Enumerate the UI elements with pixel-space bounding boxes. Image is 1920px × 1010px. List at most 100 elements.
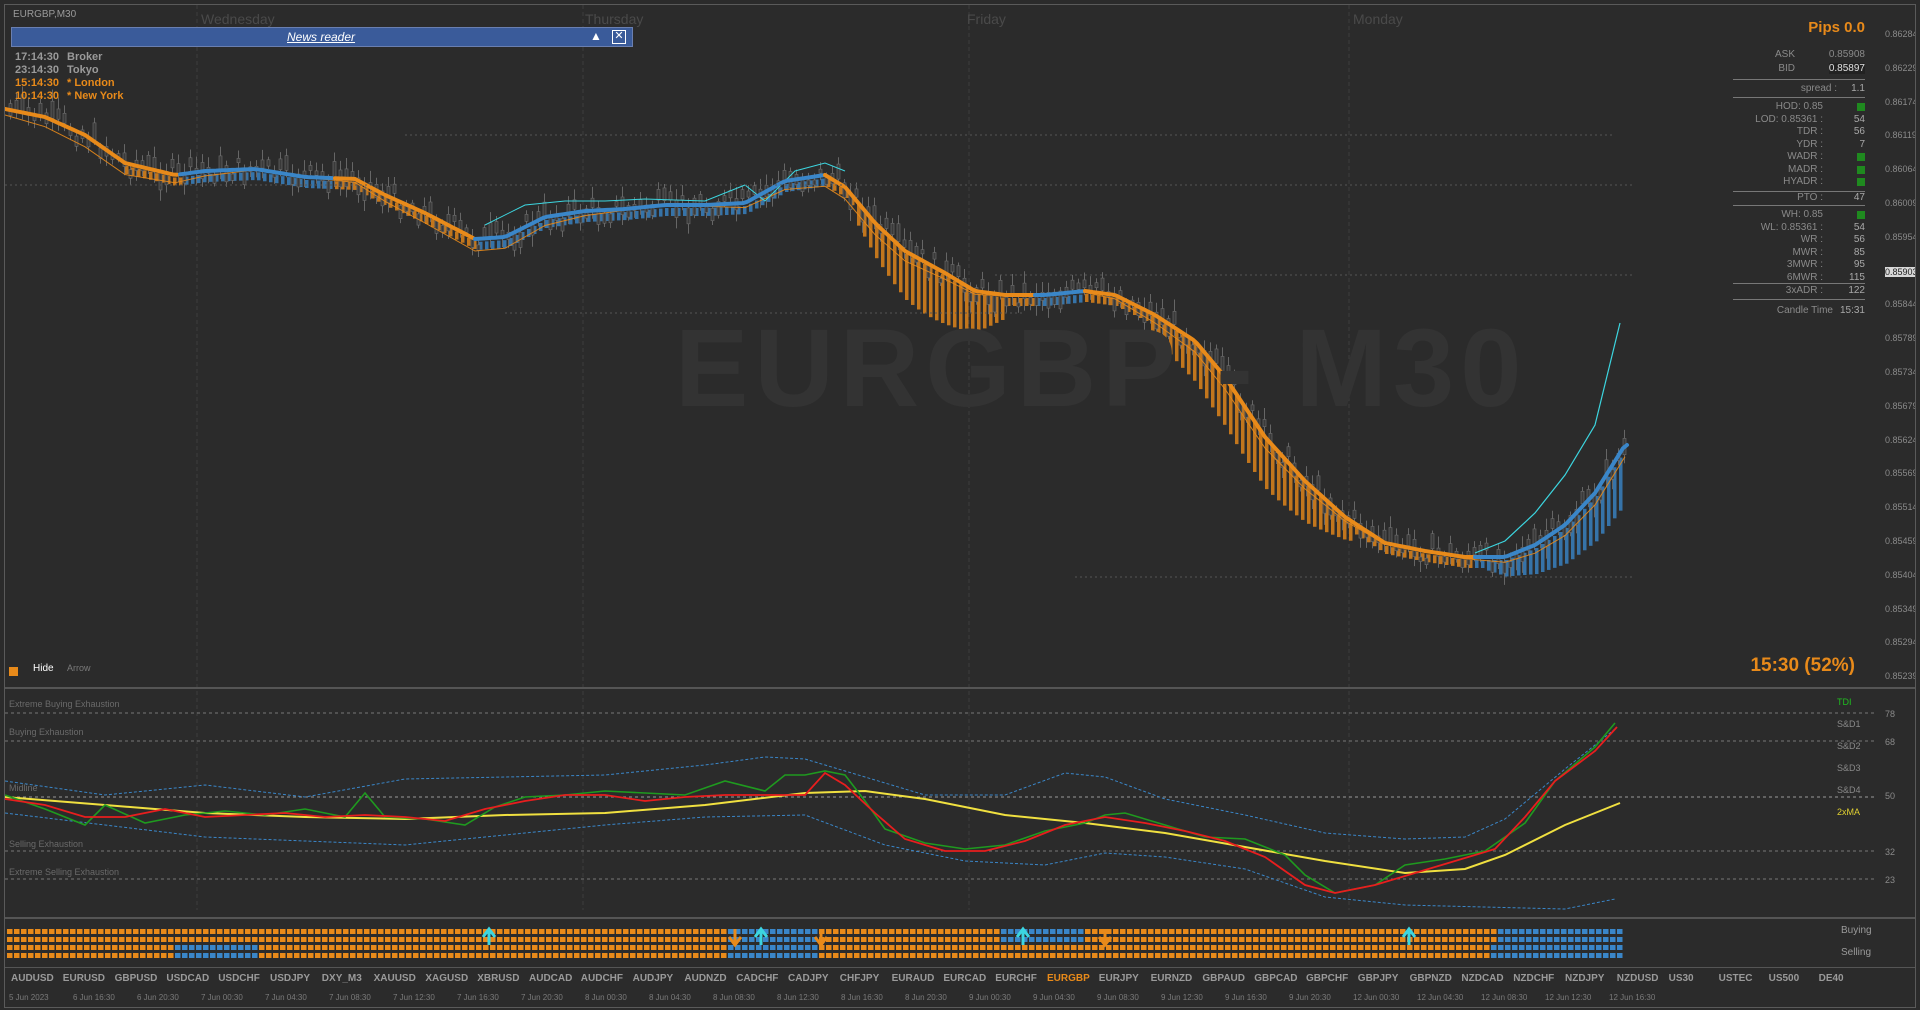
symbol-tab[interactable]: EURJPY [1098,973,1139,984]
histogram-bar [1565,528,1569,564]
signal-cell [1386,953,1392,958]
symbol-tab[interactable]: EURUSD [62,973,106,984]
symbol-tab[interactable]: GBPNZD [1409,973,1452,984]
symbol-tab[interactable]: NZDJPY [1565,973,1605,984]
symbol-tab[interactable]: NZDCAD [1461,973,1504,984]
signal-cell [553,929,559,934]
symbol-tab[interactable]: EURCHF [995,973,1037,984]
signal-cell [1428,937,1434,942]
signal-cell [1239,937,1245,942]
symbol-tab[interactable]: AUDUSD [11,973,54,984]
symbol-tab[interactable]: CADJPY [788,973,829,984]
signal-cell [952,937,958,942]
signal-cell [903,945,909,950]
signal-cell [791,953,797,958]
symbol-tab[interactable]: CADCHF [736,973,779,984]
symbol-tab[interactable]: DXY_M3 [321,973,362,984]
histogram-bar [473,240,477,249]
signal-cell [1050,929,1056,934]
symbol-tab[interactable]: AUDJPY [632,973,674,984]
triangle-up-icon[interactable]: ▲ [590,29,602,43]
signal-cell [1344,945,1350,950]
signal-cell [896,953,902,958]
price-tick: 0.85404 [1885,569,1916,580]
toggle-square-icon[interactable] [9,667,18,676]
signal-cell [1078,953,1084,958]
symbol-tab[interactable]: AUDCAD [529,973,573,984]
histogram-bar [1619,457,1623,511]
signal-cell [126,945,132,950]
signal-cell [343,953,349,958]
signal-cell [1064,937,1070,942]
separator [1733,283,1865,284]
signal-cell [280,953,286,958]
news-reader-title[interactable]: News reader [287,30,356,44]
candle-body [920,249,925,255]
symbol-tab[interactable]: EURGBP [1047,973,1090,984]
candle-body [818,168,823,174]
signal-cell [357,945,363,950]
symbol-tab[interactable]: EURCAD [943,973,987,984]
symbol-tab[interactable]: DE40 [1818,973,1844,984]
signal-cell [266,953,272,958]
symbol-tab[interactable]: USDJPY [270,973,311,984]
histogram-bar [599,213,603,222]
symbol-tab[interactable]: XAGUSD [425,973,469,984]
signal-cell [525,937,531,942]
signal-cell [1309,929,1315,934]
symbol-tab[interactable]: XBRUSD [477,973,520,984]
signal-cell [1057,937,1063,942]
signal-cell [840,929,846,934]
symbol-tab[interactable]: USDCHF [218,973,260,984]
symbol-tab[interactable]: AUDNZD [684,973,727,984]
symbol-tab[interactable]: GBPAUD [1202,973,1245,984]
pto-value: 47 [1853,192,1865,203]
signal-cell [1582,937,1588,942]
signal-cell [1253,945,1259,950]
price-tick: 0.85239 [1885,671,1916,682]
trend-ma-line [473,184,777,241]
signal-cell [455,953,461,958]
signal-cell [1442,945,1448,950]
symbol-tab[interactable]: XAUUSD [373,973,416,984]
signal-cell [1330,953,1336,958]
close-box-icon[interactable]: ✕ [612,30,626,44]
price-chart[interactable] [5,5,1915,1007]
symbol-tab[interactable]: EURNZD [1150,973,1193,984]
symbol-tab[interactable]: CHFJPY [839,973,880,984]
sd-legend-label: S&D4 [1837,785,1861,795]
panel-divider[interactable] [5,687,1915,689]
symbol-tab[interactable]: USDCAD [166,973,210,984]
signal-cell [1050,953,1056,958]
signal-cell [721,953,727,958]
stat-row: WH: 0.85 [1733,209,1865,221]
arrow-up-icon [1015,926,1031,945]
symbol-tab[interactable]: NZDCHF [1513,973,1555,984]
candle-body [1568,515,1573,533]
candle-body [902,239,907,248]
symbol-tab[interactable]: GBPUSD [114,973,158,984]
symbol-tab[interactable]: GBPCHF [1306,973,1349,984]
signal-cell [602,929,608,934]
hide-button[interactable]: Hide [33,663,54,674]
signal-cell [1064,929,1070,934]
histogram-bar [155,173,159,182]
news-reader-bar[interactable]: News reader ▲ ✕ [11,27,633,47]
histogram-bar [527,229,531,237]
histogram-bar [929,267,933,318]
symbol-tab[interactable]: USTEC [1718,973,1753,984]
symbol-tab[interactable]: US500 [1768,973,1800,984]
price-axis[interactable]: 0.86284 0.86229 0.86174 0.86119 0.86064 0.860… [1883,5,1915,685]
chart-window[interactable]: EURGBP,M30 Wednesday Thursday Friday Mon… [4,4,1916,1008]
panel-divider[interactable] [5,917,1915,919]
symbol-tab[interactable]: NZDUSD [1616,973,1659,984]
signal-cell [1036,953,1042,958]
symbol-tab[interactable]: EURAUD [891,973,935,984]
symbol-tab[interactable]: AUDCHF [580,973,624,984]
symbol-tab[interactable]: US30 [1668,973,1694,984]
candle-body [1214,348,1219,364]
symbol-tab[interactable]: GBPJPY [1357,973,1399,984]
signal-cell [868,945,874,950]
arrow-button[interactable]: Arrow [67,663,91,673]
symbol-tab[interactable]: GBPCAD [1254,973,1298,984]
